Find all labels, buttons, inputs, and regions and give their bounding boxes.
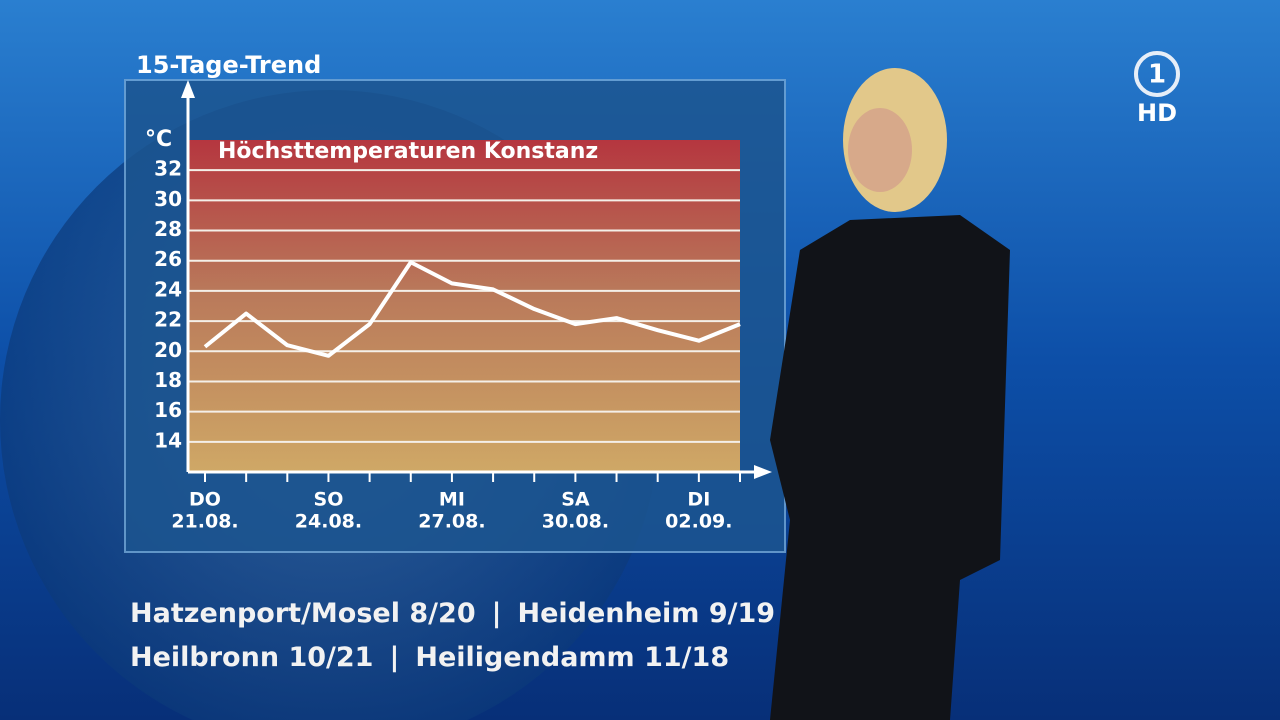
y-tick-label: 24: [154, 277, 182, 301]
plot-area: [188, 140, 740, 472]
logo-ring: [1134, 51, 1180, 97]
y-unit: °C: [145, 127, 172, 152]
chart: 15-Tage-Trend °C Höchsttemperaturen Kons…: [136, 51, 772, 533]
logo-quality: HD: [1137, 99, 1177, 127]
y-tick-label: 16: [154, 398, 182, 422]
ticker-item: |: [389, 642, 399, 673]
x-weekday-label: DO: [189, 489, 221, 511]
ticker-item: Heiligendamm 11/18: [415, 642, 729, 673]
ticker-line: Hatzenport/Mosel 8/20 | Heidenheim 9/19: [130, 598, 775, 629]
logo-channel: 1: [1148, 60, 1166, 90]
ticker-item: Heidenheim 9/19: [517, 598, 775, 629]
logo: 1 HD: [1134, 51, 1180, 127]
presenter: [770, 68, 1010, 720]
panel-title: 15-Tage-Trend: [136, 51, 321, 79]
temperature-line: [203, 260, 741, 358]
y-tick-label: 20: [154, 338, 182, 362]
ticker-item: Hatzenport/Mosel 8/20: [130, 598, 476, 629]
y-tick-label: 32: [154, 157, 182, 181]
y-tick-label: 26: [154, 247, 182, 271]
x-tick-label: 24.08.: [295, 511, 362, 533]
ticker: Hatzenport/Mosel 8/20 | Heidenheim 9/19 Hei…: [130, 598, 775, 673]
chart-title: Höchsttemperaturen Konstanz: [218, 139, 598, 164]
x-weekday-label: SO: [314, 489, 344, 511]
x-weekday-label: SA: [561, 489, 590, 511]
y-tick-label: 22: [154, 308, 182, 332]
ticker-item: Heilbronn 10/21: [130, 642, 373, 673]
ticker-item: |: [492, 598, 502, 629]
y-axis-arrow: [181, 80, 195, 98]
x-weekday-label: MI: [439, 489, 465, 511]
ticker-line: Heilbronn 10/21 | Heiligendamm 11/18: [130, 642, 729, 673]
x-axis-arrow: [754, 465, 772, 479]
y-tick-label: 28: [154, 217, 182, 241]
x-tick-label: 27.08.: [418, 511, 485, 533]
x-tick-label: 02.09.: [665, 511, 732, 533]
y-tick-label: 14: [154, 428, 182, 452]
y-tick-label: 30: [154, 187, 182, 211]
x-tick-label: 30.08.: [542, 511, 609, 533]
x-weekday-label: DI: [687, 489, 710, 511]
y-tick-label: 18: [154, 368, 182, 392]
x-tick-label: 21.08.: [171, 511, 238, 533]
